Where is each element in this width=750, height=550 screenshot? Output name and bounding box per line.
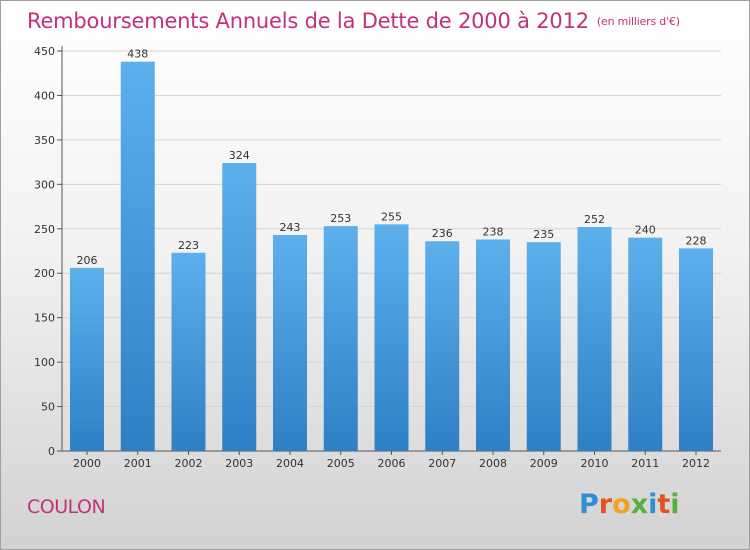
data-label-2006: 255 bbox=[381, 210, 402, 223]
bar-2010 bbox=[577, 227, 612, 451]
bar-2007 bbox=[425, 241, 460, 451]
x-tick-label-2008: 2008 bbox=[479, 457, 507, 470]
bar-2000 bbox=[70, 267, 104, 451]
y-tick-label: 200 bbox=[34, 267, 55, 280]
bars bbox=[70, 61, 713, 452]
data-label-2010: 252 bbox=[584, 213, 605, 226]
data-label-2012: 228 bbox=[686, 234, 707, 247]
data-label-2002: 223 bbox=[178, 239, 199, 252]
x-tick-label-2002: 2002 bbox=[175, 457, 203, 470]
x-tick-label-2006: 2006 bbox=[378, 457, 406, 470]
bar-2002 bbox=[171, 252, 206, 451]
chart-title-text: Remboursements Annuels de la Dette de 20… bbox=[27, 9, 589, 33]
chart-title: Remboursements Annuels de la Dette de 20… bbox=[27, 9, 680, 33]
data-label-2009: 235 bbox=[533, 228, 554, 241]
y-tick-label: 300 bbox=[34, 178, 55, 191]
proxiti-logo: Proxiti bbox=[579, 489, 680, 520]
data-labels: 206 438 223 324 243 253 255 236 238 235 252 240 228 bbox=[77, 48, 707, 267]
x-tick-label-2005: 2005 bbox=[327, 457, 355, 470]
bar-2012 bbox=[679, 248, 713, 451]
x-tick-label-2012: 2012 bbox=[682, 457, 710, 470]
bar-2003 bbox=[222, 163, 257, 451]
y-tick-label: 50 bbox=[41, 401, 55, 414]
y-tick-label: 350 bbox=[34, 134, 55, 147]
x-tick-label-2007: 2007 bbox=[428, 457, 456, 470]
bar-2011 bbox=[628, 237, 663, 451]
x-tick-label-2000: 2000 bbox=[73, 457, 101, 470]
y-tick-label: 150 bbox=[34, 312, 55, 325]
x-tick-label-2010: 2010 bbox=[581, 457, 609, 470]
data-label-2004: 243 bbox=[280, 221, 301, 234]
y-tick-label: 450 bbox=[34, 45, 55, 58]
x-tick-label-2011: 2011 bbox=[631, 457, 659, 470]
data-label-2000: 206 bbox=[77, 254, 98, 267]
y-tick-label: 400 bbox=[34, 89, 55, 102]
x-tick-label-2009: 2009 bbox=[530, 457, 558, 470]
x-tick-label-2003: 2003 bbox=[225, 457, 253, 470]
commune-name: COULON bbox=[27, 496, 106, 518]
chart-unit: (en milliers d'€) bbox=[596, 15, 680, 28]
data-label-2007: 236 bbox=[432, 227, 453, 240]
y-tick-label: 0 bbox=[48, 445, 55, 458]
bar-2001 bbox=[120, 61, 155, 452]
bar-2004 bbox=[273, 235, 307, 451]
data-label-2003: 324 bbox=[229, 149, 250, 162]
y-tick-label: 100 bbox=[34, 356, 55, 369]
data-label-2008: 238 bbox=[483, 225, 504, 238]
y-tick-label: 250 bbox=[34, 223, 55, 236]
bar-2005 bbox=[323, 226, 358, 451]
x-tick-label-2004: 2004 bbox=[276, 457, 304, 470]
data-label-2011: 240 bbox=[635, 224, 656, 237]
bar-2006 bbox=[374, 224, 409, 451]
x-tick-label-2001: 2001 bbox=[124, 457, 152, 470]
data-label-2001: 438 bbox=[127, 48, 148, 61]
bar-2009 bbox=[526, 242, 561, 451]
data-label-2005: 253 bbox=[330, 212, 351, 225]
bar-2008 bbox=[476, 239, 510, 451]
